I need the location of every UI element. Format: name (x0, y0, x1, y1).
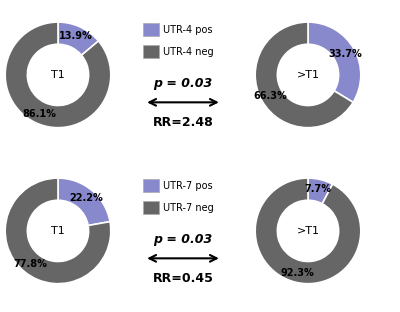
FancyBboxPatch shape (142, 201, 159, 214)
Text: UTR-7 neg: UTR-7 neg (163, 202, 214, 212)
Wedge shape (5, 22, 111, 128)
Text: 66.3%: 66.3% (253, 91, 287, 101)
Text: p = 0.03: p = 0.03 (153, 233, 213, 246)
Text: >T1: >T1 (296, 70, 320, 80)
Wedge shape (58, 22, 98, 55)
Text: p = 0.03: p = 0.03 (153, 77, 213, 90)
Text: 77.8%: 77.8% (13, 259, 47, 269)
Text: UTR-7 pos: UTR-7 pos (163, 181, 213, 191)
Text: 86.1%: 86.1% (23, 109, 57, 119)
Wedge shape (255, 22, 353, 128)
Text: RR=0.45: RR=0.45 (152, 272, 214, 285)
Text: 7.7%: 7.7% (305, 184, 332, 194)
Text: RR=2.48: RR=2.48 (153, 116, 213, 129)
Text: 22.2%: 22.2% (69, 193, 103, 203)
Text: 92.3%: 92.3% (281, 268, 314, 278)
FancyBboxPatch shape (142, 23, 159, 37)
Wedge shape (255, 178, 361, 284)
Text: UTR-4 pos: UTR-4 pos (163, 25, 213, 35)
Wedge shape (58, 178, 110, 226)
Text: 13.9%: 13.9% (60, 31, 93, 41)
Wedge shape (308, 22, 361, 102)
Wedge shape (308, 178, 332, 204)
FancyBboxPatch shape (142, 179, 159, 193)
FancyBboxPatch shape (142, 45, 159, 58)
Text: UTR-4 neg: UTR-4 neg (163, 46, 214, 56)
Text: T1: T1 (51, 226, 65, 236)
Text: 33.7%: 33.7% (329, 49, 363, 59)
Text: T1: T1 (51, 70, 65, 80)
Text: >T1: >T1 (296, 226, 320, 236)
Wedge shape (5, 178, 111, 284)
